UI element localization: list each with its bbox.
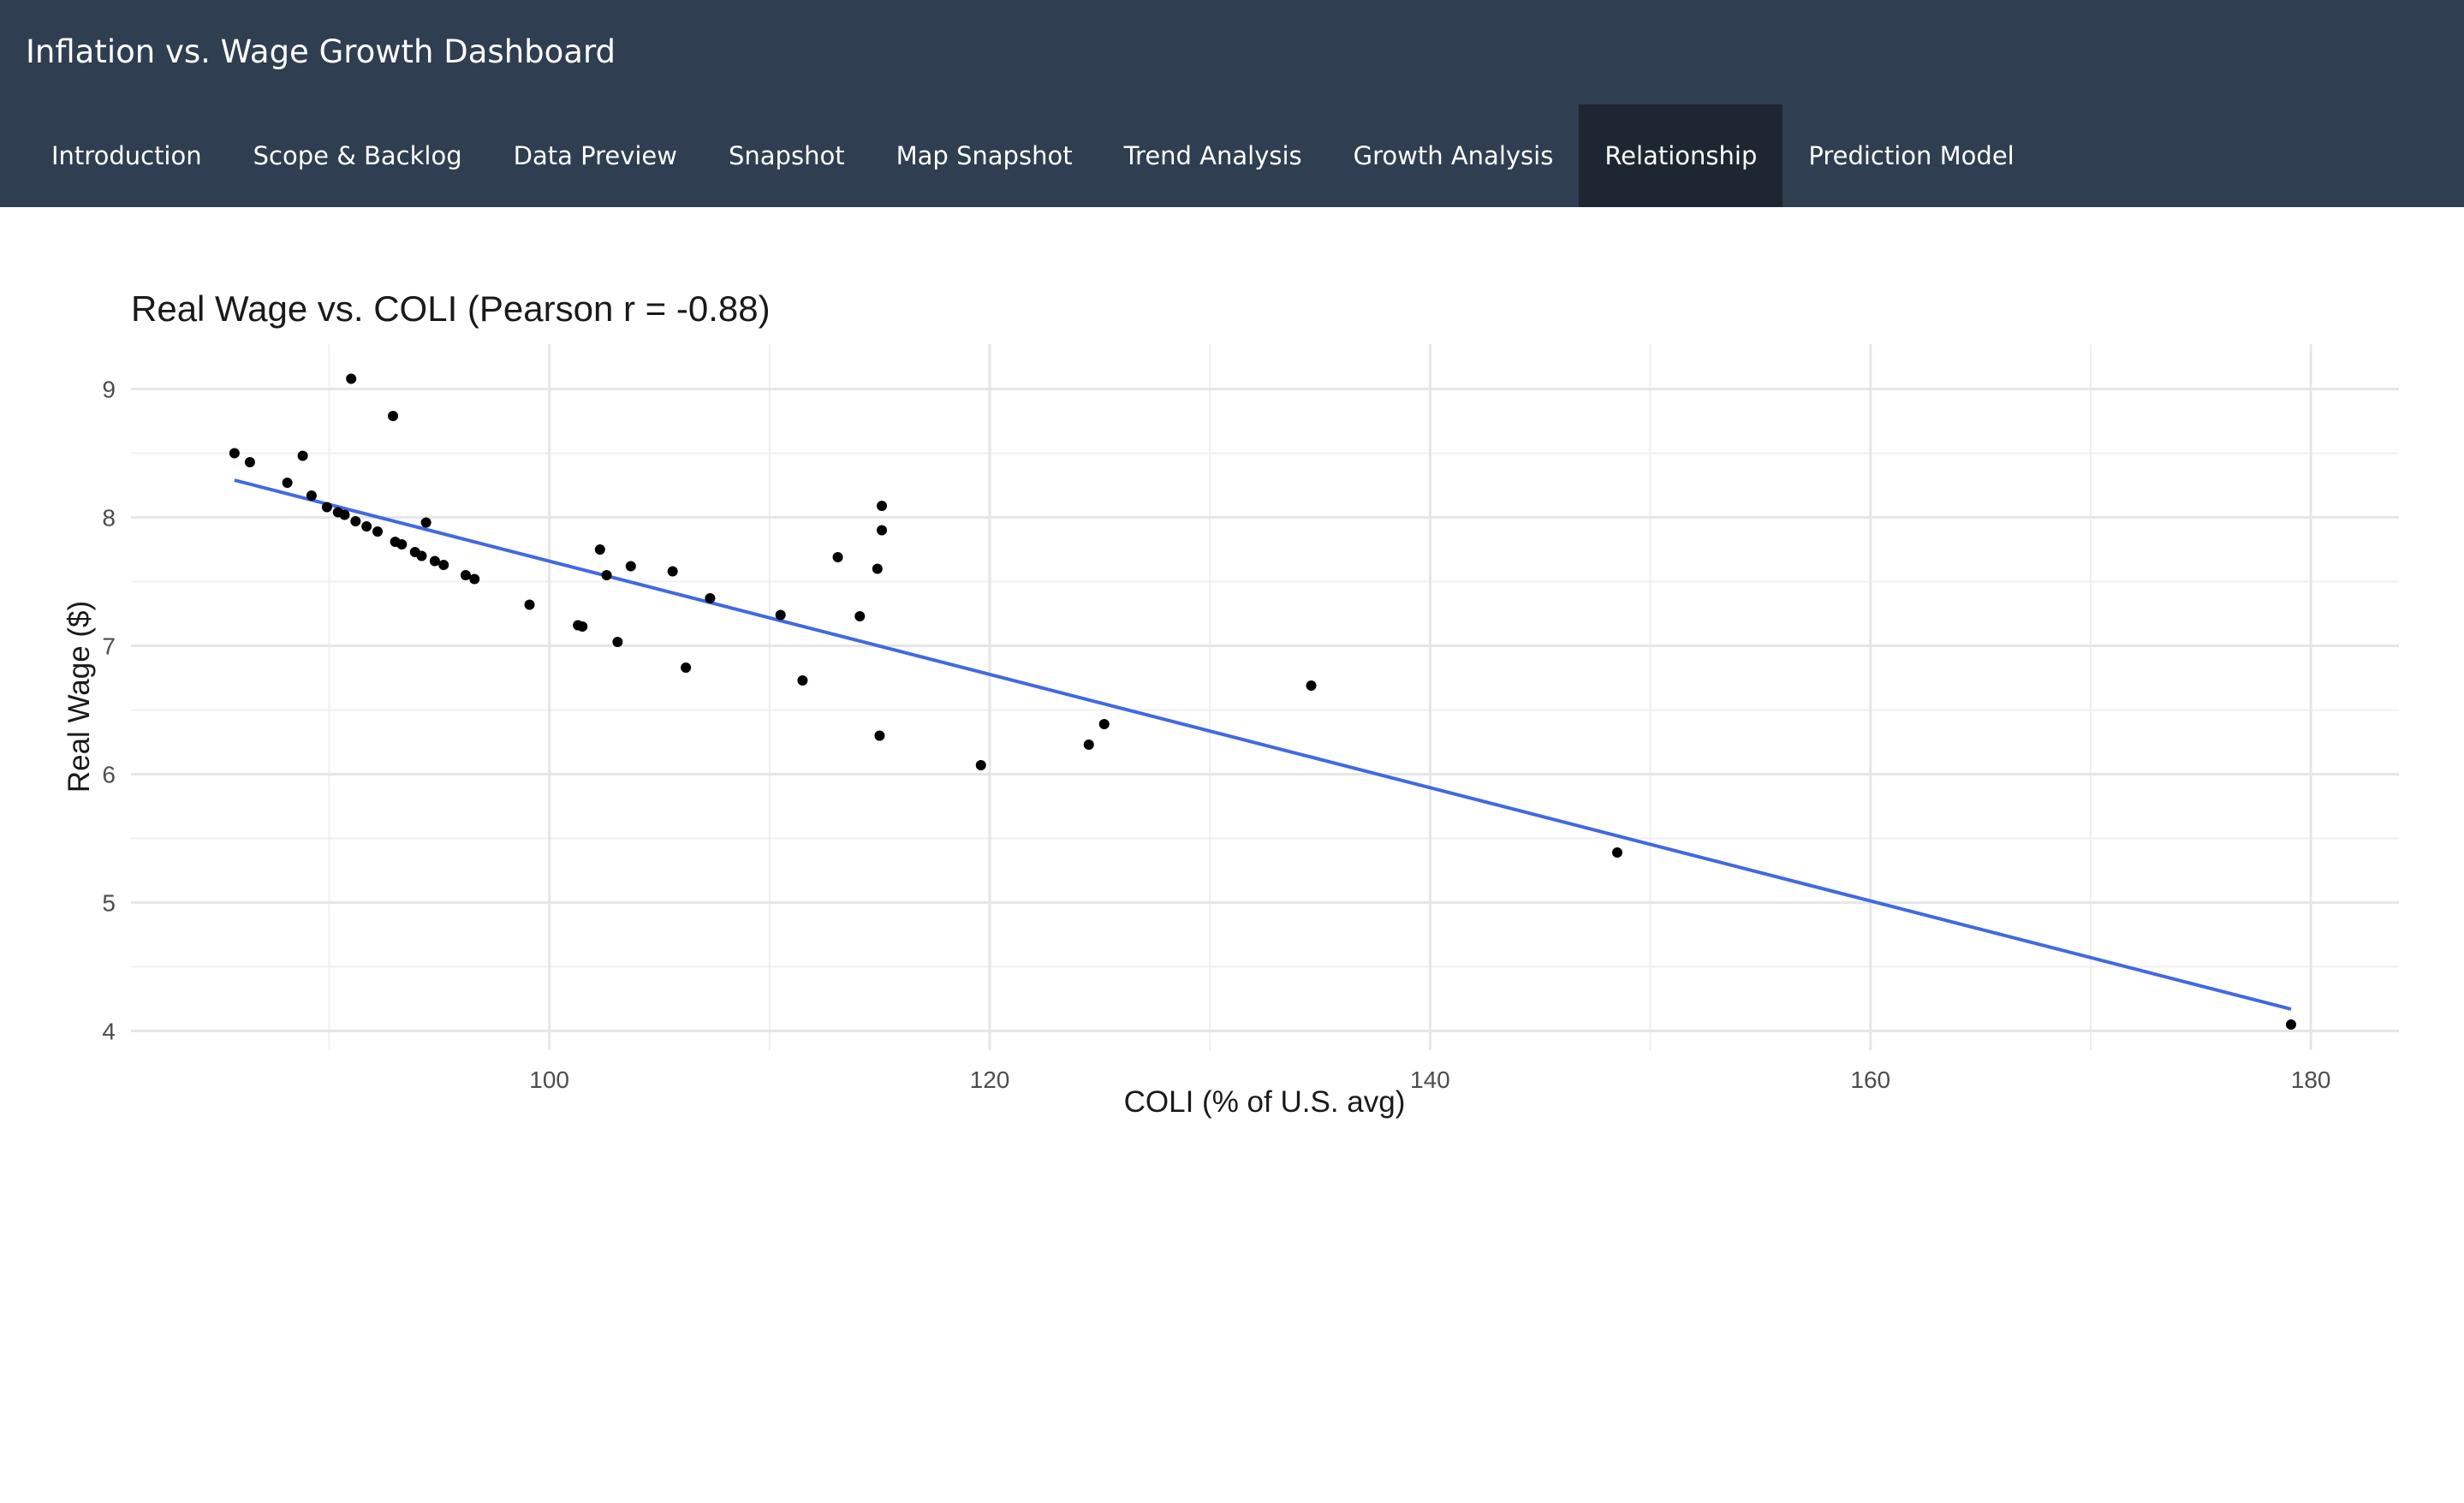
data-point <box>460 570 471 580</box>
tab-data-preview[interactable]: Data Preview <box>513 141 677 170</box>
y-axis-title: Real Wage ($) <box>62 601 96 793</box>
data-point <box>1306 680 1317 691</box>
data-point <box>416 550 427 561</box>
data-point <box>438 560 449 570</box>
data-point <box>429 555 440 567</box>
data-point <box>612 637 623 647</box>
tab-prediction-model[interactable]: Prediction Model <box>1808 141 2015 170</box>
tab-snapshot[interactable]: Snapshot <box>729 141 845 170</box>
top-navbar: Inflation vs. Wage Growth Dashboard Intr… <box>0 0 2464 207</box>
data-point <box>775 609 786 621</box>
data-point <box>874 730 885 741</box>
data-point <box>705 593 716 603</box>
data-point <box>372 526 384 537</box>
y-tick-label: 8 <box>102 505 116 532</box>
y-tick-label: 9 <box>102 377 116 403</box>
data-point <box>872 563 883 574</box>
data-point <box>282 478 293 488</box>
tab-trend-analysis[interactable]: Trend Analysis <box>1123 141 1302 170</box>
nav-tabs: Introduction Scope & Backlog Data Preview S… <box>26 104 2040 207</box>
data-point <box>524 599 535 610</box>
data-point <box>346 373 357 384</box>
data-point <box>388 411 399 421</box>
data-point <box>625 561 636 572</box>
x-tick-label: 180 <box>2291 1066 2331 1093</box>
tab-scope-backlog[interactable]: Scope & Backlog <box>253 141 462 170</box>
tab-relationship[interactable]: Relationship <box>1579 104 1783 207</box>
data-point <box>577 621 588 632</box>
data-point <box>876 525 887 536</box>
data-point <box>2285 1019 2296 1030</box>
data-point <box>350 516 361 526</box>
x-tick-label: 160 <box>1850 1066 1890 1093</box>
data-point <box>1611 847 1622 858</box>
data-point <box>396 539 408 550</box>
y-tick-label: 4 <box>102 1019 116 1045</box>
y-tick-label: 7 <box>102 633 116 660</box>
scatter-chart: 100 120 140 160 180 4 5 6 7 8 9 Real Wage vs. COLI… <box>62 288 2399 1119</box>
x-tick-label: 120 <box>970 1066 1010 1093</box>
app-title[interactable]: Inflation vs. Wage Growth Dashboard <box>26 33 616 70</box>
regression-line <box>234 478 2292 1011</box>
axis-tick-labels: 100 120 140 160 180 4 5 6 7 8 9 <box>102 377 2330 1094</box>
y-tick-label: 5 <box>102 890 116 917</box>
data-point <box>854 611 866 621</box>
data-point <box>339 509 350 520</box>
data-point <box>420 517 431 528</box>
tab-growth-analysis[interactable]: Growth Analysis <box>1353 141 1554 170</box>
data-point <box>667 566 678 577</box>
tab-introduction[interactable]: Introduction <box>51 141 202 170</box>
data-point <box>832 552 843 562</box>
data-point <box>469 573 480 585</box>
data-point <box>1083 740 1094 750</box>
data-point <box>975 760 986 770</box>
data-point <box>321 502 332 513</box>
data-point <box>681 662 692 673</box>
data-point <box>306 490 317 501</box>
data-point <box>229 448 240 459</box>
data-point <box>1098 719 1110 729</box>
data-point <box>297 450 308 461</box>
tab-map-snapshot[interactable]: Map Snapshot <box>896 141 1073 170</box>
x-axis-title: COLI (% of U.S. avg) <box>1124 1085 1406 1119</box>
data-point <box>797 675 808 686</box>
data-point <box>244 457 255 467</box>
chart-title: Real Wage vs. COLI (Pearson r = -0.88) <box>131 288 771 329</box>
data-points <box>229 373 2296 1030</box>
data-point <box>876 501 887 511</box>
data-point <box>594 544 605 555</box>
x-tick-label: 100 <box>529 1066 569 1093</box>
regression-layer <box>234 478 2292 1011</box>
grid-lines <box>131 344 2399 1050</box>
data-point <box>601 570 612 580</box>
data-point <box>361 521 372 532</box>
x-tick-label: 140 <box>1410 1066 1450 1093</box>
y-tick-label: 6 <box>102 762 116 788</box>
